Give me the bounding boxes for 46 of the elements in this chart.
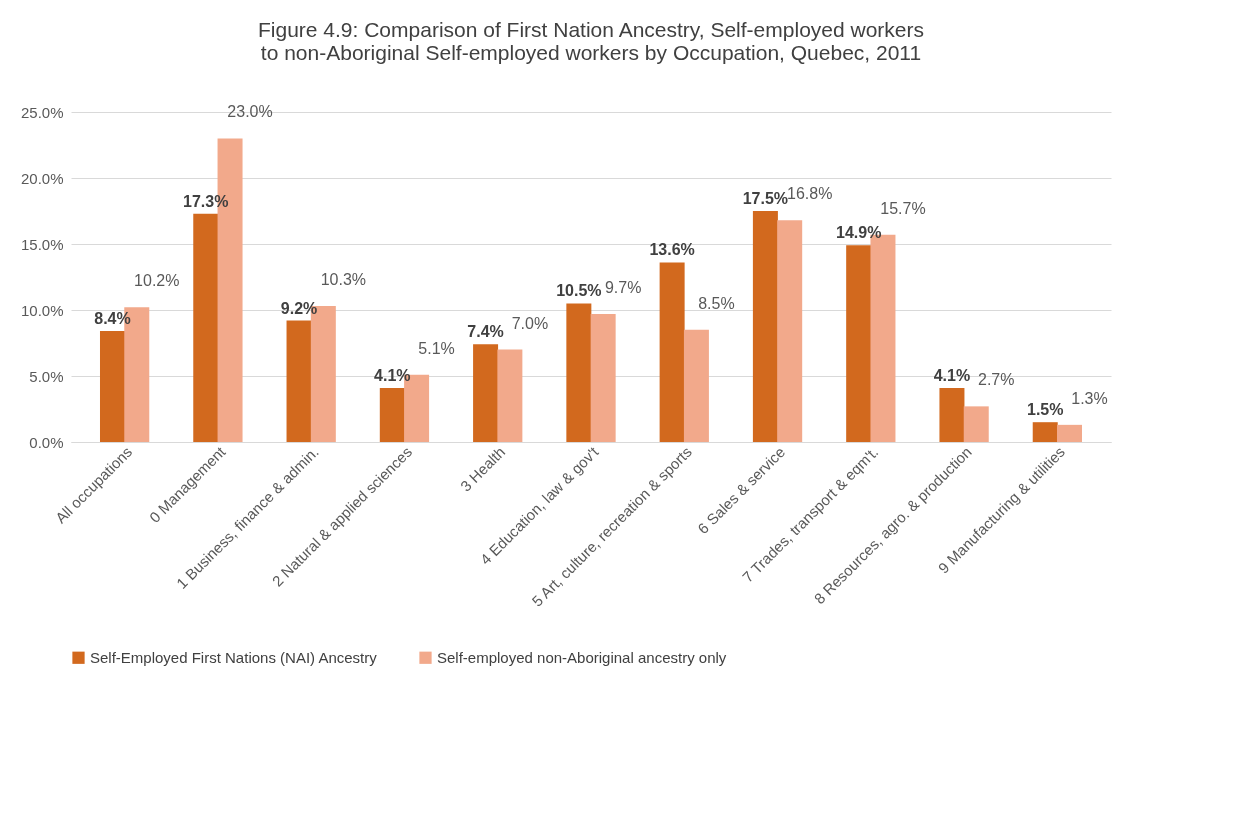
data-label: 7.4% [467,323,504,341]
data-label: 23.0% [227,103,273,121]
data-label: 4.1% [374,366,411,384]
bar [566,303,592,442]
bar [683,329,709,442]
data-label: 1.5% [1026,401,1064,419]
data-label: 13.6% [649,241,695,259]
data-label: 7.0% [511,314,549,332]
data-label: 9.2% [280,299,318,317]
data-label: 16.8% [787,185,833,203]
bar [963,406,989,442]
bar [1032,422,1058,442]
bar [752,211,778,442]
data-label: 10.3% [320,271,367,289]
data-label: 5.1% [418,339,455,357]
data-label: 10.2% [134,272,180,290]
data-label: 14.9% [835,224,882,242]
bar [99,331,125,442]
y-tick-label: 0.0% [29,433,64,451]
data-label: 9.7% [604,278,642,296]
data-label: 4.1% [933,366,971,384]
data-label: 2.7% [978,371,1015,389]
bar [473,344,499,442]
bar [286,320,312,442]
bar [193,213,219,442]
y-tick-label: 5.0% [29,367,64,385]
data-label: 8.5% [698,294,735,312]
data-label: 17.5% [742,190,789,207]
data-label: 15.7% [880,199,926,217]
bar [939,387,965,442]
bar [379,387,405,442]
bar [1057,424,1083,442]
data-label: 10.5% [556,282,602,300]
y-tick-label: 15.0% [20,235,64,253]
bar [659,262,685,442]
bar [497,349,523,442]
y-tick-label: 10.0% [20,301,64,319]
bar [777,220,803,442]
legend-label: Self-employed non-Aboriginal ancestry only [437,648,727,666]
data-label: 1.3% [1071,389,1108,407]
y-tick-label: 20.0% [20,169,64,187]
bar [846,245,872,442]
legend-label: Self-Employed First Nations (NAI) Ancestry [90,648,378,666]
y-tick-label: 25.0% [20,103,64,121]
bar [590,313,616,442]
chart-title: Figure 4.9: Comparison of First Nation Ancestry, Self-employed workers to non-Aboriginal Self-employed workers by Occupation, Quebec, 2011 [257,18,925,65]
